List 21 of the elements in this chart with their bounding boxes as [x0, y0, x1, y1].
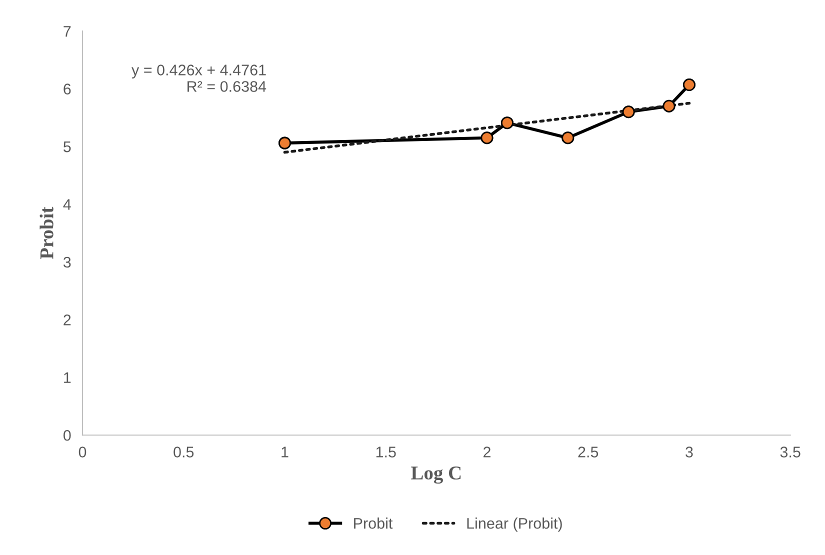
y-tick-label: 5	[64, 142, 71, 152]
y-tick-label: 4	[63, 199, 71, 210]
x-tick-label: 3.5	[780, 446, 800, 458]
x-tick-label: 2.5	[578, 446, 598, 458]
y-tick-label: 3	[63, 256, 71, 268]
x-tick-label: 2	[484, 446, 490, 458]
annotation: y = 0.426x + 4.4761 R² = 0.6384	[132, 64, 266, 92]
x-tick-label: 0	[78, 446, 86, 458]
x-tick-label: 1	[282, 446, 288, 458]
y-tick-label: 6	[64, 84, 71, 94]
y-tick-label: 1	[64, 372, 71, 383]
x-axis-title: Log C	[411, 466, 461, 484]
y-tick-label: 7	[64, 26, 71, 37]
legend-label: Probit	[354, 518, 393, 529]
x-tick-label: 0.5	[174, 446, 194, 458]
x-tick-label: 1.5	[376, 446, 396, 458]
legend-label: Linear (Probit)	[467, 518, 562, 532]
y-tick-label: 0	[63, 430, 71, 441]
y-tick-label: 2	[64, 314, 71, 326]
x-tick-label: 3	[686, 446, 693, 458]
y-axis-title: Probit	[40, 206, 54, 260]
